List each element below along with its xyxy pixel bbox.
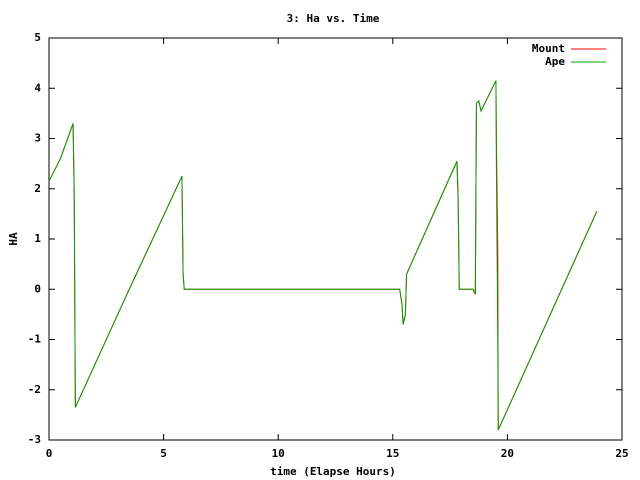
x-tick-label: 0 <box>46 447 53 460</box>
series-line <box>48 80 598 431</box>
y-tick-label: 3 <box>34 132 41 145</box>
x-tick-label: 20 <box>501 447 514 460</box>
y-axis-label: HA <box>7 232 20 246</box>
x-axis-label: time (Elapse Hours) <box>270 465 396 478</box>
y-tick-label: 2 <box>34 182 41 195</box>
y-tick-label: 0 <box>34 282 41 295</box>
y-tick-label: -2 <box>28 383 41 396</box>
x-tick-label: 10 <box>272 447 285 460</box>
y-tick-label: 5 <box>34 31 41 44</box>
y-tick-label: -1 <box>28 333 42 346</box>
series-line <box>48 80 598 431</box>
y-tick-label: 4 <box>34 81 41 94</box>
legend-label: Ape <box>545 55 565 68</box>
x-tick-label: 15 <box>386 447 399 460</box>
y-tick-label: -3 <box>28 433 41 446</box>
y-tick-label: 1 <box>34 232 41 245</box>
legend-label: Mount <box>532 42 565 55</box>
chart-title: 3: Ha vs. Time <box>287 12 380 25</box>
x-tick-label: 25 <box>615 447 628 460</box>
x-tick-label: 5 <box>160 447 167 460</box>
plot-border <box>48 37 623 441</box>
